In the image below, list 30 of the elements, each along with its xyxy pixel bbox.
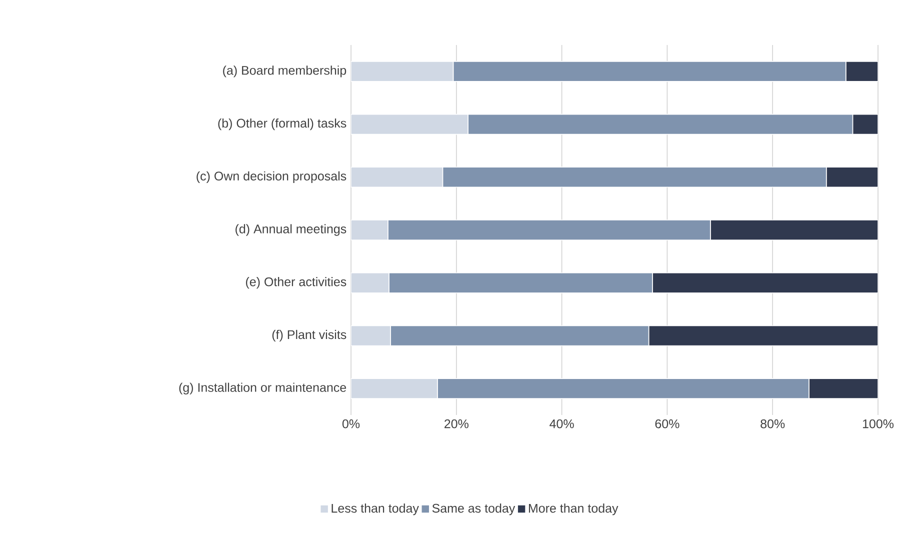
x-tick-label: 80% — [760, 419, 785, 428]
bar — [351, 325, 391, 346]
bar — [852, 114, 878, 135]
y-tick-label: (d) Annual meetings — [236, 224, 346, 236]
x-tick-label: 60% — [655, 419, 680, 428]
x-tick-label: 0% — [342, 419, 360, 428]
bar — [351, 61, 454, 82]
y-tick-label: (c) Own decision proposals — [196, 171, 346, 183]
bar — [648, 325, 878, 346]
y-tick-label: (a) Board membership — [223, 66, 346, 78]
legend-label: More than today — [528, 504, 618, 516]
x-tick-label: 20% — [444, 419, 468, 428]
bar — [351, 220, 388, 240]
bar — [710, 220, 878, 240]
bar — [351, 114, 468, 135]
y-tick-label: (e) Other activities — [246, 277, 346, 289]
bar — [845, 61, 878, 82]
x-tick-label: 100% — [862, 419, 894, 428]
x-tick-label: 40% — [550, 419, 574, 428]
legend-label: Less than today — [332, 504, 419, 516]
bar — [652, 272, 878, 294]
bar — [351, 378, 438, 399]
bar — [826, 166, 878, 188]
y-tick-label: (b) Other (formal) tasks — [218, 118, 346, 130]
y-tick-label: (g) Installation or maintenance — [179, 382, 346, 394]
legend-label: Same as today — [432, 504, 516, 516]
bar — [351, 272, 390, 294]
bar — [808, 378, 878, 399]
y-tick-label: (f) Plant visits — [272, 330, 346, 342]
bar — [351, 166, 444, 188]
